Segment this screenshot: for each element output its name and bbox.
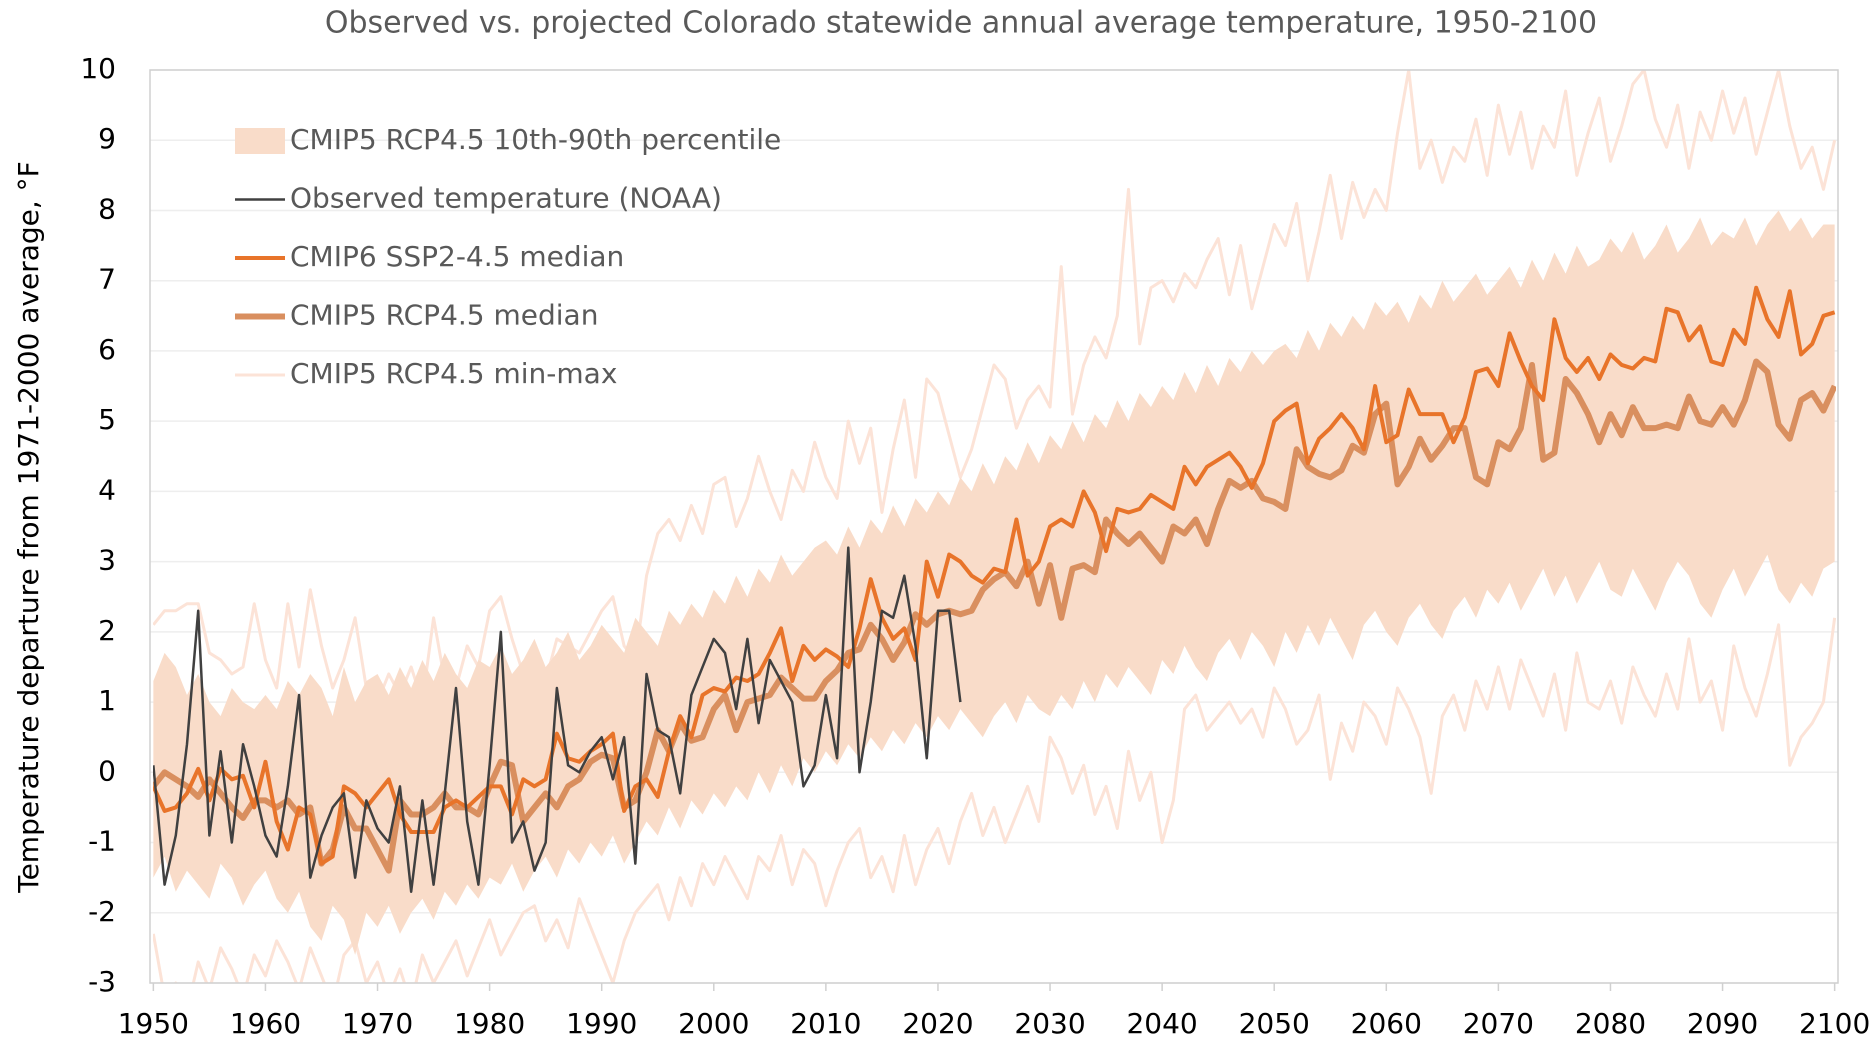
y-tick-label: 8 bbox=[98, 192, 116, 225]
legend-label: Observed temperature (NOAA) bbox=[290, 182, 722, 215]
min-line bbox=[153, 617, 1836, 983]
y-tick-label: -2 bbox=[88, 895, 116, 928]
x-tick-label: 2050 bbox=[1239, 1007, 1310, 1040]
series-line bbox=[153, 546, 962, 893]
legend: CMIP5 RCP4.5 10th-90th percentile Observe… bbox=[235, 123, 781, 390]
x-tick-label: 2000 bbox=[678, 1007, 749, 1040]
y-axis-label: Temperature departure from 1971-2000 ave… bbox=[12, 161, 45, 894]
x-tick-label: 2030 bbox=[1014, 1007, 1085, 1040]
legend-label: CMIP6 SSP2-4.5 median bbox=[290, 240, 624, 273]
x-tick-label: 1990 bbox=[566, 1007, 637, 1040]
y-tick-label: 5 bbox=[98, 403, 116, 436]
y-tick-label: 2 bbox=[98, 614, 116, 647]
legend-label: CMIP5 RCP4.5 min-max bbox=[290, 357, 617, 390]
x-tick-label: 2010 bbox=[790, 1007, 861, 1040]
y-tick-label: 1 bbox=[98, 684, 116, 717]
series-line bbox=[153, 285, 1836, 866]
legend-label: CMIP5 RCP4.5 median bbox=[290, 299, 598, 332]
legend-swatch bbox=[235, 128, 285, 154]
y-tick-label: 4 bbox=[98, 473, 116, 506]
x-tick-label: 2100 bbox=[1799, 1007, 1870, 1040]
legend-label: CMIP5 RCP4.5 10th-90th percentile bbox=[290, 123, 781, 156]
series-line bbox=[153, 358, 1836, 874]
plot-frame bbox=[149, 69, 1839, 984]
y-tick-label: -3 bbox=[88, 965, 116, 998]
x-tick-label: 2040 bbox=[1126, 1007, 1197, 1040]
max-line bbox=[153, 70, 1836, 704]
x-tick-label: 1950 bbox=[118, 1007, 189, 1040]
y-tick-label: 0 bbox=[98, 754, 116, 787]
x-tick-label: 2080 bbox=[1575, 1007, 1646, 1040]
y-tick-label: 3 bbox=[98, 544, 116, 577]
x-tick-label: 1970 bbox=[342, 1007, 413, 1040]
x-tick-label: 2020 bbox=[902, 1007, 973, 1040]
x-tick-label: 2090 bbox=[1687, 1007, 1758, 1040]
x-tick-label: 1960 bbox=[230, 1007, 301, 1040]
x-tick-label: 2060 bbox=[1351, 1007, 1422, 1040]
y-tick-label: 10 bbox=[80, 52, 116, 85]
x-tick-label: 1980 bbox=[454, 1007, 525, 1040]
y-tick-label: -1 bbox=[88, 825, 116, 858]
y-tick-label: 9 bbox=[98, 122, 116, 155]
plot-area bbox=[153, 70, 1836, 983]
chart-title: Observed vs. projected Colorado statewid… bbox=[325, 6, 1597, 41]
y-tick-label: 7 bbox=[98, 263, 116, 296]
y-tick-label: 6 bbox=[98, 333, 116, 366]
x-tick-label: 2070 bbox=[1463, 1007, 1534, 1040]
axes: -3 -2 -1 0 1 2 3 4 5 6 7 8 9 10 1950 1960 1970 1980 1990 20… bbox=[80, 52, 1870, 1040]
